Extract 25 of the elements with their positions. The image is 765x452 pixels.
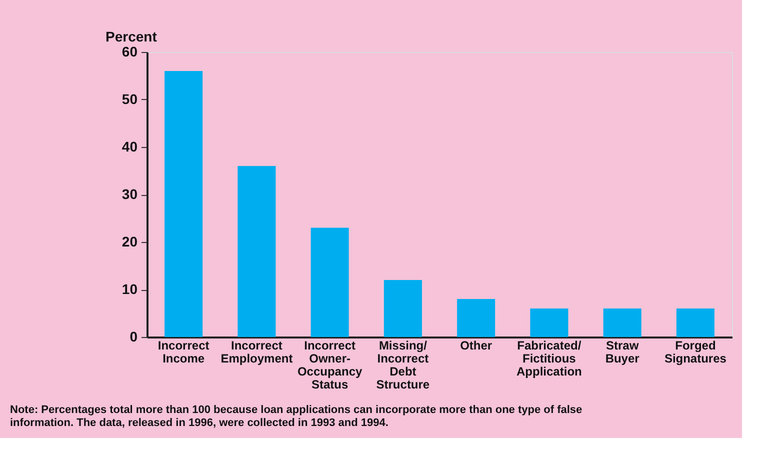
x-tick-label: Straw Buyer: [605, 338, 640, 366]
y-tick-label: 0: [130, 328, 138, 344]
bar: [310, 228, 349, 337]
x-tick-label: Incorrect Owner-Occupancy Status: [297, 338, 362, 392]
x-tick-label: Other: [460, 338, 492, 352]
text: Note: Percentages total more than 100 because loan applications can incorporate more than one type of false information. The data, released in 1996, were collected in 1993 and 1994.: [10, 404, 582, 429]
bar: [457, 299, 496, 337]
x-tick-label: Incorrect Employment: [220, 338, 293, 366]
y-tick-label: 40: [122, 138, 138, 154]
y-tick-label: 10: [122, 281, 138, 297]
y-tick-label: 50: [122, 91, 138, 107]
bar: [384, 280, 422, 337]
x-tick-label: Missing/Incorrect Debt Structure: [376, 338, 430, 392]
x-tick-label: Forged Signatures: [664, 338, 727, 366]
y-axis-title: Percent: [106, 28, 158, 44]
y-tick-label: 20: [122, 234, 138, 250]
bar: [603, 308, 642, 337]
bar: [676, 308, 714, 337]
x-tick-label: Fabricated/Fictitious Application: [516, 338, 582, 378]
bar: [238, 166, 276, 337]
bar: [530, 308, 568, 337]
bar: [164, 71, 203, 337]
y-tick-label: 60: [122, 44, 138, 60]
y-tick-label: 30: [122, 186, 138, 202]
x-tick-label: Incorrect Income: [158, 338, 210, 366]
